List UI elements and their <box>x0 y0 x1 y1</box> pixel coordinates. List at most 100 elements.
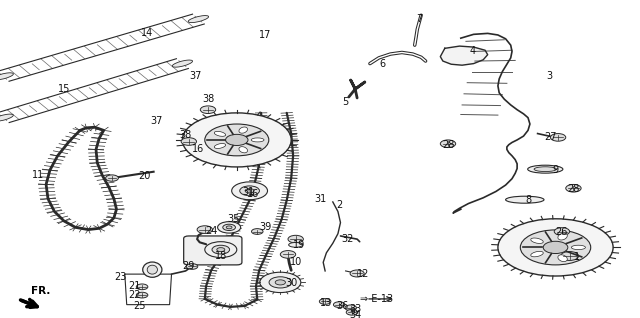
Circle shape <box>350 270 364 277</box>
Circle shape <box>498 219 613 276</box>
Circle shape <box>252 229 263 234</box>
Circle shape <box>280 251 296 258</box>
Text: 20: 20 <box>138 171 150 182</box>
Circle shape <box>345 305 356 311</box>
Ellipse shape <box>251 138 264 142</box>
Circle shape <box>226 134 248 146</box>
Text: 38: 38 <box>179 130 192 140</box>
Circle shape <box>136 284 148 290</box>
Text: 22: 22 <box>128 290 141 300</box>
Circle shape <box>205 124 269 156</box>
Circle shape <box>181 138 196 145</box>
Circle shape <box>212 245 230 254</box>
Text: 39: 39 <box>259 222 272 232</box>
Circle shape <box>197 226 212 233</box>
Text: 21: 21 <box>128 281 141 291</box>
Ellipse shape <box>558 255 567 262</box>
Ellipse shape <box>188 16 209 23</box>
Circle shape <box>319 299 331 304</box>
Text: 35: 35 <box>227 214 240 225</box>
Text: 16: 16 <box>246 189 259 199</box>
Ellipse shape <box>527 165 563 173</box>
Text: ⇒ E-13: ⇒ E-13 <box>360 294 393 304</box>
Circle shape <box>200 106 216 114</box>
Text: 30: 30 <box>285 278 298 288</box>
Text: 2: 2 <box>336 200 342 210</box>
Circle shape <box>543 241 568 253</box>
Circle shape <box>205 242 237 258</box>
Circle shape <box>240 186 259 196</box>
Text: 28: 28 <box>442 140 454 150</box>
Circle shape <box>227 226 232 229</box>
Text: 23: 23 <box>114 272 127 282</box>
Circle shape <box>218 222 241 233</box>
FancyBboxPatch shape <box>184 236 242 265</box>
Ellipse shape <box>214 143 226 149</box>
Text: 38: 38 <box>202 93 214 104</box>
Text: 29: 29 <box>182 260 195 271</box>
Text: 6: 6 <box>379 59 385 69</box>
Text: 31: 31 <box>314 194 326 204</box>
Ellipse shape <box>172 60 193 67</box>
Text: 13: 13 <box>320 298 333 308</box>
Circle shape <box>554 228 570 235</box>
Text: 18: 18 <box>214 251 227 261</box>
Text: 14: 14 <box>141 28 154 38</box>
Circle shape <box>136 292 148 298</box>
Circle shape <box>269 277 292 288</box>
Ellipse shape <box>239 127 248 133</box>
Ellipse shape <box>572 245 586 250</box>
Text: 26: 26 <box>556 226 568 237</box>
Ellipse shape <box>0 73 13 80</box>
Polygon shape <box>440 46 488 65</box>
Text: 4: 4 <box>469 46 476 56</box>
Text: 24: 24 <box>205 225 218 236</box>
Circle shape <box>182 113 291 167</box>
Text: 31: 31 <box>242 187 255 197</box>
Ellipse shape <box>531 251 543 257</box>
Text: 8: 8 <box>525 195 531 205</box>
Circle shape <box>186 264 198 269</box>
Circle shape <box>440 140 456 148</box>
Text: 1: 1 <box>574 252 580 262</box>
Ellipse shape <box>531 238 543 244</box>
Circle shape <box>520 230 591 265</box>
Circle shape <box>217 248 225 252</box>
Text: 17: 17 <box>259 30 272 40</box>
Text: 33: 33 <box>349 304 362 314</box>
Circle shape <box>333 302 345 308</box>
Ellipse shape <box>143 262 162 277</box>
Circle shape <box>223 224 236 231</box>
Circle shape <box>561 252 579 260</box>
Text: 11: 11 <box>32 170 45 180</box>
Text: 36: 36 <box>336 301 349 311</box>
Ellipse shape <box>147 265 157 274</box>
Text: 32: 32 <box>341 234 354 244</box>
FancyArrowPatch shape <box>20 300 35 307</box>
Ellipse shape <box>0 114 13 121</box>
Circle shape <box>106 175 118 181</box>
Ellipse shape <box>289 242 303 247</box>
Text: FR.: FR. <box>31 286 50 296</box>
Circle shape <box>288 235 303 243</box>
Text: 3: 3 <box>546 71 552 81</box>
Circle shape <box>550 134 566 141</box>
Ellipse shape <box>239 147 248 153</box>
Ellipse shape <box>214 131 226 136</box>
Text: 25: 25 <box>133 301 146 311</box>
Text: 27: 27 <box>544 132 557 142</box>
Ellipse shape <box>506 196 544 203</box>
Text: 19: 19 <box>293 240 306 250</box>
Ellipse shape <box>558 233 567 240</box>
Ellipse shape <box>534 167 557 171</box>
Text: 28: 28 <box>567 184 580 194</box>
Circle shape <box>245 189 254 193</box>
Text: 16: 16 <box>192 144 205 155</box>
Circle shape <box>232 182 268 200</box>
Text: 37: 37 <box>150 116 163 126</box>
Text: 10: 10 <box>289 257 302 267</box>
Circle shape <box>566 184 581 192</box>
Text: 12: 12 <box>356 269 369 279</box>
Text: 37: 37 <box>189 71 202 81</box>
Text: 7: 7 <box>416 14 422 24</box>
